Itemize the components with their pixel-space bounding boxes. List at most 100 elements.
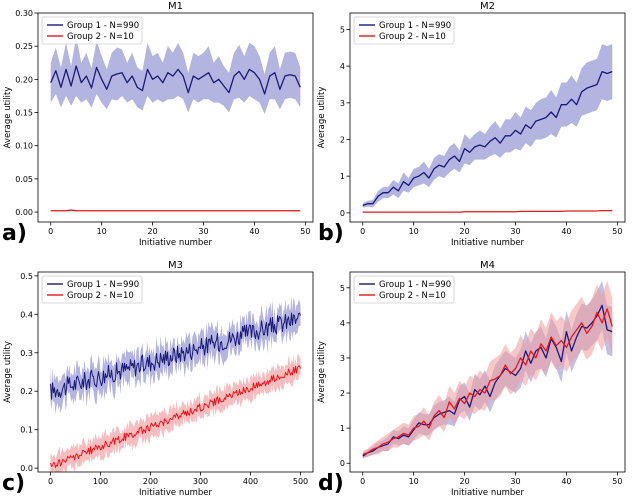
series-line-1 [362, 304, 613, 457]
x-tick-label: 0 [360, 227, 365, 236]
axes-frame [349, 12, 626, 223]
axes-frame [349, 271, 626, 473]
x-tick-label: 0 [48, 477, 53, 486]
legend-label-2: Group 2 - N=10 [379, 291, 446, 301]
chart-panel-m1: 0 10 20 30 40 50 0.00 0.05 0.10 0.15 0.20 0.25 0.30 M… [2, 1, 314, 248]
y-tick-label: 0 [340, 459, 345, 468]
y-axis-label: Average utility [3, 341, 13, 403]
y-tick-label: 4 [340, 62, 345, 71]
panel-label: b) [318, 221, 344, 246]
legend-box [353, 16, 455, 45]
plot-area [50, 295, 301, 472]
series-line-2 [362, 308, 613, 456]
chart-title: M2 [480, 1, 495, 12]
y-tick-label: 5 [340, 284, 345, 293]
x-axis-label: Initiative number [139, 488, 212, 498]
x-tick-label: 40 [249, 227, 259, 236]
x-tick-label: 200 [143, 477, 158, 486]
axes-frame [37, 271, 314, 473]
legend-label-1: Group 1 - N=990 [67, 280, 139, 290]
y-tick-label: 0.0 [20, 464, 33, 473]
x-tick-label: 10 [97, 227, 107, 236]
chart-panel-m4: 0 10 20 30 40 50 0 1 2 3 4 5 M4 Initiative number Aver… [317, 260, 626, 498]
y-tick-label: 4 [340, 319, 345, 328]
panel-label: a) [2, 221, 27, 246]
legend-box [353, 275, 455, 304]
legend-label-2: Group 2 - N=10 [67, 291, 134, 301]
y-tick-label: 0.5 [20, 272, 33, 281]
chart-panel-m2: 0 10 20 30 40 50 0 1 2 3 4 5 M2 Initiative number Aver… [317, 1, 626, 248]
x-tick-label: 300 [193, 477, 208, 486]
chart-title: M4 [480, 260, 495, 271]
y-tick-label: 0.15 [15, 109, 33, 118]
x-axis-label: Initiative number [451, 488, 524, 498]
chart-title: M3 [168, 260, 183, 271]
plot-area [362, 280, 613, 460]
x-tick-label: 30 [510, 227, 520, 236]
x-tick-label: 30 [510, 477, 520, 486]
x-tick-label: 40 [561, 227, 571, 236]
y-tick-label: 0.1 [20, 426, 33, 435]
legend-label-1: Group 1 - N=990 [379, 21, 451, 31]
y-tick-label: 2 [340, 136, 345, 145]
legend-label-2: Group 2 - N=10 [67, 32, 134, 42]
y-tick-label: 0.25 [15, 42, 33, 51]
y-axis-label: Average utility [317, 87, 327, 149]
confidence-band-1 [50, 295, 301, 415]
legend-box [41, 275, 143, 304]
legend-label-1: Group 1 - N=990 [379, 280, 451, 290]
y-tick-label: 0.20 [15, 75, 33, 84]
y-tick-label: 0.00 [15, 208, 33, 217]
legend-label-1: Group 1 - N=990 [67, 21, 139, 31]
y-tick-label: 0 [340, 209, 345, 218]
y-tick-label: 3 [340, 99, 345, 108]
confidence-band-2 [50, 353, 301, 472]
y-tick-label: 0.30 [15, 9, 33, 18]
x-axis-label: Initiative number [139, 238, 212, 248]
series-line-2 [362, 209, 613, 213]
x-tick-label: 50 [300, 227, 310, 236]
x-tick-label: 400 [243, 477, 258, 486]
x-tick-label: 30 [198, 227, 208, 236]
chart-panel-m3: 0 100 200 300 400 500 0.0 0.1 0.2 0.3 0.4 0.5 M3 Init… [2, 260, 314, 498]
x-tick-label: 40 [561, 477, 571, 486]
confidence-band-2 [362, 280, 613, 458]
y-tick-label: 0.3 [20, 349, 33, 358]
y-tick-label: 3 [340, 354, 345, 363]
series-line-2 [50, 209, 301, 212]
y-axis-label: Average utility [3, 87, 13, 149]
legend-box [41, 16, 143, 45]
x-tick-label: 0 [360, 477, 365, 486]
axes-frame [37, 12, 314, 223]
series-line-1 [50, 312, 301, 400]
y-tick-label: 0.05 [15, 175, 33, 184]
series-line-1 [50, 65, 301, 95]
legend-label-2: Group 2 - N=10 [379, 32, 446, 42]
panel-label: d) [318, 471, 344, 496]
confidence-band-1 [362, 44, 613, 208]
x-tick-label: 100 [93, 477, 108, 486]
x-tick-label: 20 [147, 227, 157, 236]
series-line-1 [362, 71, 613, 207]
x-tick-label: 10 [409, 477, 419, 486]
x-tick-label: 50 [612, 227, 622, 236]
y-tick-label: 1 [340, 424, 345, 433]
x-tick-label: 20 [459, 477, 469, 486]
confidence-band-1 [50, 36, 301, 114]
panel-label: c) [2, 471, 25, 496]
y-tick-label: 1 [340, 172, 345, 181]
x-tick-label: 0 [48, 227, 53, 236]
series-line-2 [50, 365, 301, 469]
plot-area [50, 36, 301, 212]
y-axis-label: Average utility [317, 341, 327, 403]
y-tick-label: 0.2 [20, 387, 33, 396]
chart-title: M1 [168, 1, 183, 12]
x-tick-label: 20 [459, 227, 469, 236]
x-tick-label: 500 [293, 477, 308, 486]
x-tick-label: 10 [409, 227, 419, 236]
